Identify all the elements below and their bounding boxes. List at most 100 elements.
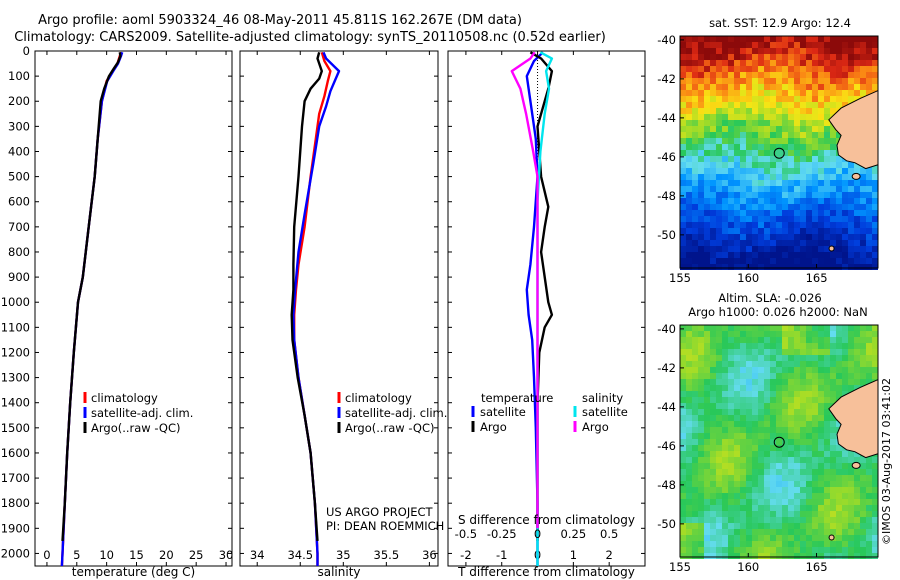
sst-map-lat-label: -44	[657, 111, 676, 125]
depth-tick-label: 400	[8, 144, 30, 158]
salinity-profile-xtick-label: 34.5	[287, 548, 313, 562]
difference-profile-xtick-label: -1	[496, 548, 507, 562]
sla-map-lon-label: 160	[737, 560, 759, 574]
sla-map-lat-label: -48	[657, 478, 676, 492]
temperature-profile-xtick-label: 20	[159, 548, 174, 562]
sst-map-island	[851, 172, 861, 180]
pi-annotation: PI: DEAN ROEMMICH	[326, 519, 444, 533]
salinity-legend-label: climatology	[345, 391, 412, 405]
sst-map-lon-label: 155	[669, 271, 691, 285]
sla-map-lat-label: -44	[657, 400, 676, 414]
depth-tick-label: 1400	[1, 396, 30, 410]
salinity-difference-tick-label: -0.5	[455, 527, 477, 541]
depth-tick-label: 1000	[1, 295, 30, 309]
sst-map-lat-label: -50	[657, 228, 676, 242]
depth-tick-label: 1600	[1, 446, 30, 460]
diff-legend-salinity-title: salinity	[582, 391, 623, 405]
salinity-difference-tick-label: 0	[534, 527, 541, 541]
sst-map-lat-label: -46	[657, 150, 676, 164]
figure-title-line2: Climatology: CARS2009. Satellite-adjuste…	[14, 30, 606, 45]
temperature-profile-xtick-label: 10	[99, 548, 114, 562]
sst-map-lon-label: 160	[737, 271, 759, 285]
depth-tick-label: 300	[8, 119, 30, 133]
depth-tick-label: 1900	[1, 521, 30, 535]
salinity-difference-tick-label: -0.25	[487, 527, 517, 541]
depth-tick-label: 900	[8, 270, 30, 284]
imos-timestamp: ©IMOS 03-Aug-2017 03:41:02	[880, 378, 893, 545]
temperature-profile-xtick-label: 25	[189, 548, 204, 562]
sla-map-lat-label: -50	[657, 517, 676, 531]
diff-legend-temperature-title: temperature	[481, 391, 553, 405]
salinity-profile-series-argo-raw-qc-	[290, 51, 323, 541]
sst-map-lat-label: -48	[657, 189, 676, 203]
depth-tick-label: 500	[8, 170, 30, 184]
salinity-profile-xtick-label: 36	[422, 548, 437, 562]
sla-map-lon-label: 155	[669, 560, 691, 574]
salinity-axis-label: salinity	[317, 565, 360, 579]
sla-map-island	[828, 534, 835, 541]
figure-title-line1: Argo profile: aoml 5903324_46 08-May-201…	[38, 13, 522, 28]
difference-profile-series-temperature-satellite	[525, 51, 544, 566]
salinity-profile-series-climatology	[293, 51, 332, 566]
temperature-profile-series-climatology	[60, 51, 123, 567]
depth-tick-label: 1800	[1, 496, 30, 510]
sla-map-lon-label: 165	[806, 560, 828, 574]
temperature-profile-xtick-label: 15	[129, 548, 144, 562]
depth-tick-label: 1100	[1, 320, 30, 334]
sst-map-box	[679, 35, 879, 269]
salinity-legend-label: satellite-adj. clim.	[345, 406, 447, 420]
salinity-profile-xtick-label: 34	[250, 548, 265, 562]
salinity-profile-axes-box	[239, 50, 439, 567]
sla-map-argo-position-marker	[773, 436, 785, 448]
depth-tick-label: 200	[8, 94, 30, 108]
salinity-difference-tick-label: 0.5	[600, 527, 618, 541]
project-annotation: US ARGO PROJECT	[326, 505, 434, 519]
depth-tick-label: 1700	[1, 471, 30, 485]
difference-profile-axes-box	[447, 50, 646, 567]
temperature-profile-axes-box	[34, 50, 233, 567]
diff-legend-label: satellite	[582, 405, 628, 419]
diff-legend-label: satellite	[480, 405, 526, 419]
sla-map-title-line2: Argo h1000: 0.026 h2000: NaN	[688, 305, 867, 319]
salinity-profile-xtick-label: 35	[336, 548, 351, 562]
difference-profile-xtick-label: -2	[460, 548, 471, 562]
sla-map-island	[851, 461, 861, 469]
depth-tick-label: 800	[8, 245, 30, 259]
sla-map-title-line1: Altim. SLA: -0.026	[718, 291, 822, 305]
depth-tick-label: 1500	[1, 421, 30, 435]
temperature-profile-xtick-label: 0	[43, 548, 50, 562]
temperature-profile-series-argo-raw-qc-	[61, 52, 122, 541]
salinity-legend-label: Argo(..raw -QC)	[345, 421, 435, 435]
salinity-profile-xtick-label: 35.5	[374, 548, 400, 562]
sst-map-lon-label: 165	[806, 271, 828, 285]
temperature-difference-axis-label: T difference from climatology	[457, 565, 635, 579]
sla-map-lat-label: -42	[657, 361, 676, 375]
difference-profile-xtick-label: 1	[570, 548, 577, 562]
depth-tick-label: 2000	[1, 546, 30, 560]
sst-map-title: sat. SST: 12.9 Argo: 12.4	[709, 16, 851, 30]
sla-map-lat-label: -40	[657, 322, 676, 336]
sla-map-box	[679, 324, 879, 558]
salinity-difference-axis-label: S difference from climatology	[458, 513, 635, 527]
depth-tick-label: 1200	[1, 345, 30, 359]
temperature-profile-series-satellite-adj-clim-	[60, 51, 124, 567]
depth-tick-label: 0	[23, 44, 30, 58]
difference-profile-xtick-label: 2	[606, 548, 613, 562]
temperature-legend-label: satellite-adj. clim.	[91, 406, 193, 420]
sla-map-lat-label: -46	[657, 439, 676, 453]
temperature-profile-xtick-label: 30	[219, 548, 234, 562]
depth-tick-label: 100	[8, 69, 30, 83]
sst-map-argo-position-marker	[773, 147, 785, 159]
sst-map-field	[680, 36, 878, 270]
salinity-difference-tick-label: 0.25	[561, 527, 587, 541]
temperature-legend-label: climatology	[91, 391, 158, 405]
sst-map-lat-label: -40	[657, 33, 676, 47]
diff-legend-label: Argo	[480, 420, 507, 434]
sla-map-land	[828, 378, 879, 459]
sst-map-lat-label: -42	[657, 72, 676, 86]
depth-tick-label: 600	[8, 195, 30, 209]
temperature-axis-label: temperature (deg C)	[72, 565, 195, 579]
sla-map-field	[680, 325, 878, 559]
temperature-profile-xtick-label: 5	[73, 548, 80, 562]
